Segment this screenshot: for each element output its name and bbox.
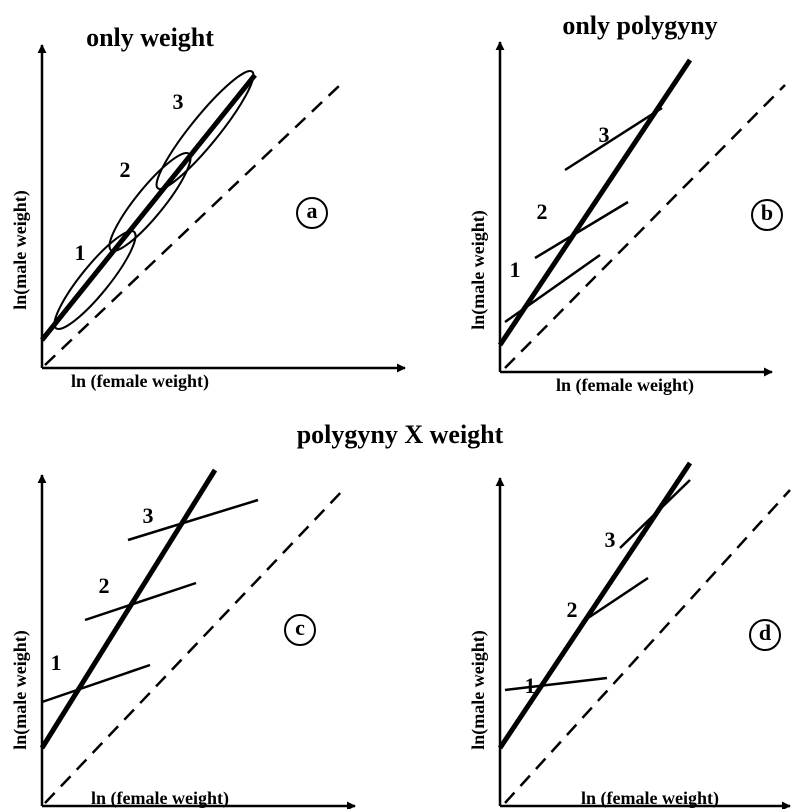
y-label: ln(male weight) xyxy=(10,190,31,309)
letter-circle xyxy=(749,619,781,651)
x-label: ln (female weight) xyxy=(91,788,229,809)
letter-circle xyxy=(751,199,783,231)
group-label: 1 xyxy=(51,650,62,675)
thick-line xyxy=(497,461,693,750)
x-label: ln (female weight) xyxy=(581,788,719,809)
ellipse xyxy=(108,152,192,252)
group-line xyxy=(127,498,259,542)
group-line xyxy=(504,253,601,324)
group-line xyxy=(564,106,663,172)
y-label: ln(male weight) xyxy=(468,210,489,329)
panel-letter: d xyxy=(759,620,771,645)
dashed-line xyxy=(44,487,346,804)
group-label: 2 xyxy=(567,597,578,622)
panel-letter: c xyxy=(295,615,305,640)
ellipse xyxy=(155,70,255,190)
group-line xyxy=(84,581,197,622)
group-label: 2 xyxy=(120,157,131,182)
dashed-line xyxy=(44,84,341,366)
x-label: ln (female weight) xyxy=(556,375,694,396)
title: only weight xyxy=(86,23,214,52)
dashed-line xyxy=(504,84,786,369)
group-label: 2 xyxy=(99,573,110,598)
title: polygyny X weight xyxy=(297,420,504,449)
group-label: 3 xyxy=(605,527,616,552)
letter-circle xyxy=(284,614,316,646)
group-label: 3 xyxy=(599,122,610,147)
group-label: 1 xyxy=(525,673,536,698)
group-line xyxy=(619,479,691,549)
panel-letter: b xyxy=(761,200,773,225)
group-label: 1 xyxy=(75,240,86,265)
title: only polygyny xyxy=(562,11,717,40)
thick-line xyxy=(40,73,257,342)
letter-circle xyxy=(296,197,328,229)
y-label: ln(male weight) xyxy=(10,630,31,749)
group-line xyxy=(504,676,608,692)
thick-line xyxy=(497,58,693,347)
group-label: 3 xyxy=(173,89,184,114)
dashed-line xyxy=(504,489,791,804)
group-label: 1 xyxy=(510,257,521,282)
y-label: ln(male weight) xyxy=(468,630,489,749)
ellipse xyxy=(53,230,137,330)
thick-line xyxy=(39,468,218,750)
group-label: 3 xyxy=(143,503,154,528)
panel-letter: a xyxy=(307,198,318,223)
group-line xyxy=(41,663,151,704)
group-line xyxy=(534,200,629,260)
group-line xyxy=(581,576,649,624)
x-label: ln (female weight) xyxy=(71,371,209,392)
group-label: 2 xyxy=(537,199,548,224)
